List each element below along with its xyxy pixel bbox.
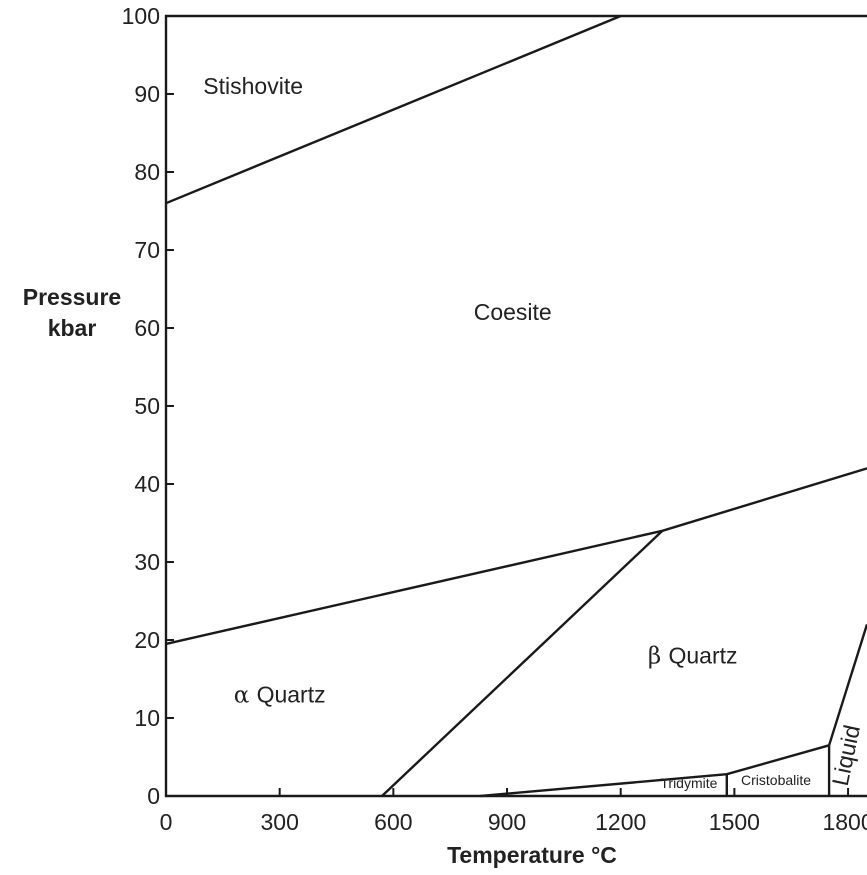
region-label-stishovite: Stishovite bbox=[203, 73, 303, 99]
y-tick-label: 100 bbox=[122, 3, 160, 29]
phase-boundary-line-6 bbox=[827, 624, 867, 746]
region-label-quartz-beta: β Quartz bbox=[648, 642, 738, 669]
y-tick-label: 70 bbox=[134, 237, 160, 263]
y-tick-label: 40 bbox=[134, 471, 160, 497]
y-tick-label: 50 bbox=[134, 393, 160, 419]
y-tick-label: 0 bbox=[147, 783, 160, 809]
y-tick-label: 60 bbox=[134, 315, 160, 341]
y-axis-title-line-2: kbar bbox=[48, 315, 97, 341]
phase-region-labels: Stishovite Coesite β Quartz α Quartz Tridymi… bbox=[203, 73, 865, 791]
y-tick-label: 20 bbox=[134, 627, 160, 653]
x-tick-label: 1500 bbox=[709, 809, 760, 835]
y-axis-title-line-1: Pressure bbox=[23, 284, 121, 310]
region-label-cristobalite: Cristobalite bbox=[741, 772, 811, 788]
y-tick-label: 10 bbox=[134, 705, 160, 731]
y-axis-ticks: 0 10 20 30 40 50 60 70 80 90 100 bbox=[122, 3, 174, 809]
y-tick-label: 30 bbox=[134, 549, 160, 575]
x-tick-label: 300 bbox=[260, 809, 298, 835]
region-label-tridymite: Tridymite bbox=[660, 775, 717, 791]
phase-boundary-line-3 bbox=[480, 744, 830, 798]
y-tick-label: 80 bbox=[134, 159, 160, 185]
region-label-quartz-alpha: α Quartz bbox=[234, 681, 326, 708]
x-axis-title: Temperature °C bbox=[447, 842, 617, 868]
x-tick-label: 1200 bbox=[595, 809, 646, 835]
phase-boundary-line-2 bbox=[381, 529, 664, 797]
plot-frame bbox=[164, 14, 867, 798]
region-label-coesite: Coesite bbox=[474, 299, 552, 325]
x-tick-label: 600 bbox=[374, 809, 412, 835]
axes-frame bbox=[164, 14, 867, 798]
y-tick-label: 90 bbox=[134, 81, 160, 107]
phase-boundaries bbox=[165, 14, 867, 798]
x-tick-label: 900 bbox=[488, 809, 526, 835]
x-tick-label: 0 bbox=[160, 809, 173, 835]
phase-boundary-line-1 bbox=[165, 467, 867, 646]
phase-boundary-line-0 bbox=[165, 14, 622, 205]
